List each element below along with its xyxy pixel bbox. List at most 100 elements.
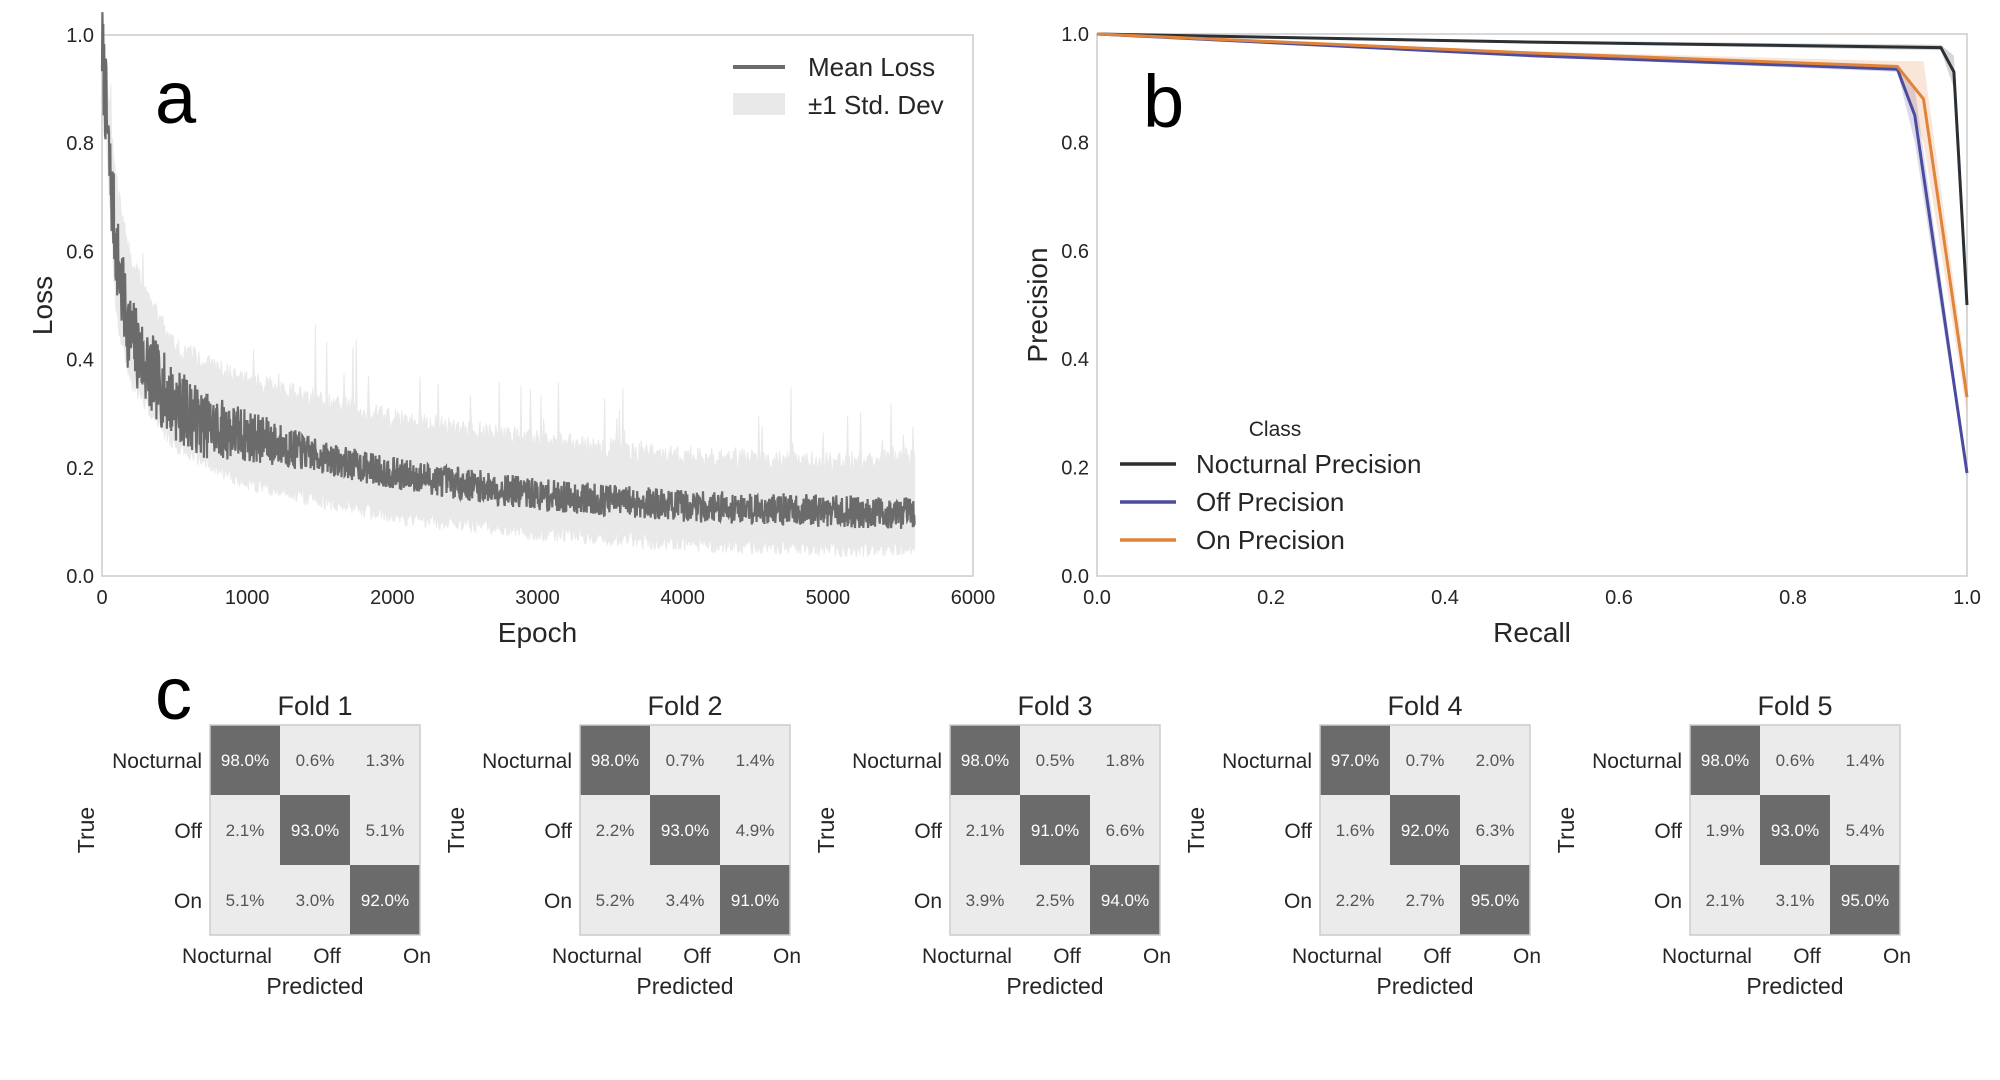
confusion-cell: [1020, 795, 1090, 865]
loss-y-tick-label: 0.0: [66, 566, 94, 588]
predicted-class-label: Off: [313, 945, 341, 968]
pr-x-tick-label: 0.8: [1779, 587, 1807, 609]
true-axis-label: True: [813, 807, 839, 853]
confusion-cell-value: 2.2%: [1336, 891, 1375, 910]
confusion-cell: [1090, 725, 1160, 795]
loss-y-tick-label: 0.2: [66, 458, 94, 480]
confusion-cell-value: 2.5%: [1036, 891, 1075, 910]
panel-label-a: a: [155, 56, 197, 139]
predicted-class-label: On: [773, 945, 801, 968]
loss-x-axis-label: Epoch: [498, 617, 577, 648]
true-class-label: Nocturnal: [1592, 750, 1682, 773]
confusion-cell: [210, 865, 280, 935]
legend-std-dev-label: ±1 Std. Dev: [808, 90, 944, 120]
loss-chart: 0 1000 2000 3000 4000 5000 6000 0.0 0.2 0.4 0.6 0.8…: [27, 12, 995, 648]
confusion-cell: [650, 795, 720, 865]
confusion-cell-value: 5.1%: [226, 891, 265, 910]
confusion-cell: [580, 865, 650, 935]
confusion-cell: [1760, 865, 1830, 935]
predicted-class-label: Nocturnal: [1662, 945, 1752, 968]
pr-x-tick-label: 1.0: [1953, 587, 1981, 609]
confusion-cell-value: 2.2%: [596, 821, 635, 840]
pr-x-tick-label: 0.0: [1083, 587, 1111, 609]
loss-x-tick-label: 0: [96, 587, 107, 609]
pr-legend-title: Class: [1249, 418, 1302, 441]
confusion-cell-value: 0.7%: [666, 751, 705, 770]
confusion-cell-value: 6.3%: [1476, 821, 1515, 840]
panel-label-b: b: [1143, 60, 1184, 143]
confusion-cell: [1320, 725, 1390, 795]
fold-title: Fold 4: [1387, 691, 1462, 721]
pr-line-on: [1096, 32, 1969, 398]
pr-y-tick-label: 1.0: [1061, 24, 1089, 46]
confusion-matrix-fold-2: Fold 2 98.0% 0.7% 1.4% 2.2% 93.0% 4.9% 5.2% 3.4%…: [443, 691, 801, 999]
pr-legend-label: Off Precision: [1196, 487, 1344, 517]
confusion-frame: [209, 724, 421, 936]
pr-x-tick-label: 0.6: [1605, 587, 1633, 609]
confusion-cell: [1830, 865, 1900, 935]
confusion-cell: [1090, 795, 1160, 865]
pr-band-on: [1097, 34, 1967, 414]
confusion-cell-value: 95.0%: [1471, 891, 1519, 910]
confusion-matrix-fold-5: Fold 5 98.0% 0.6% 1.4% 1.9% 93.0% 5.4% 2.1% 3.1%…: [1553, 691, 1911, 999]
true-class-label: Nocturnal: [852, 750, 942, 773]
confusion-cell-value: 1.4%: [736, 751, 775, 770]
confusion-cell: [650, 725, 720, 795]
loss-y-tick-label: 0.8: [66, 133, 94, 155]
loss-x-tick-label: 4000: [660, 587, 705, 609]
pr-legend: Class Nocturnal Precision Off Precision On …: [1120, 418, 1421, 555]
fold-title: Fold 1: [277, 691, 352, 721]
confusion-cell-value: 0.5%: [1036, 751, 1075, 770]
pr-x-tick-label: 0.2: [1257, 587, 1285, 609]
confusion-cell-value: 5.2%: [596, 891, 635, 910]
confusion-cell-value: 98.0%: [1701, 751, 1749, 770]
true-class-label: Nocturnal: [482, 750, 572, 773]
loss-plot-frame: [101, 34, 974, 577]
confusion-cell-value: 2.1%: [966, 821, 1005, 840]
confusion-cell: [720, 865, 790, 935]
loss-y-tick-label: 1.0: [66, 25, 94, 47]
predicted-axis-label: Predicted: [1746, 973, 1843, 999]
confusion-cell-value: 93.0%: [291, 821, 339, 840]
confusion-cell-value: 94.0%: [1101, 891, 1149, 910]
confusion-cell: [580, 795, 650, 865]
confusion-cell: [1390, 725, 1460, 795]
pr-band-off: [1097, 34, 1967, 479]
confusion-cell-value: 1.6%: [1336, 821, 1375, 840]
confusion-cell: [280, 795, 350, 865]
confusion-cell: [1020, 725, 1090, 795]
confusion-cell-value: 0.7%: [1406, 751, 1445, 770]
true-class-label: Nocturnal: [1222, 750, 1312, 773]
confusion-matrix-fold-1: Fold 1 98.0% 0.6% 1.3% 2.1% 93.0% 5.1% 5.1% 3.0%…: [73, 691, 431, 999]
predicted-axis-label: Predicted: [1376, 973, 1473, 999]
pr-y-tick-label: 0.8: [1061, 132, 1089, 154]
confusion-cell-value: 4.9%: [736, 821, 775, 840]
confusion-cell-value: 2.1%: [1706, 891, 1745, 910]
confusion-cell: [1830, 795, 1900, 865]
confusion-cell-value: 91.0%: [731, 891, 779, 910]
loss-y-axis-label: Loss: [27, 276, 58, 335]
confusion-frame: [579, 724, 791, 936]
predicted-axis-label: Predicted: [1006, 973, 1103, 999]
loss-x-tick-label: 2000: [370, 587, 415, 609]
predicted-class-label: Off: [1793, 945, 1821, 968]
true-class-label: Off: [1284, 820, 1312, 843]
confusion-cell-value: 5.4%: [1846, 821, 1885, 840]
confusion-cell-value: 3.9%: [966, 891, 1005, 910]
loss-x-tick-label: 6000: [951, 587, 996, 609]
confusion-cell: [1690, 865, 1760, 935]
confusion-cell: [350, 725, 420, 795]
confusion-cell-value: 93.0%: [661, 821, 709, 840]
legend-std-dev-swatch: [733, 93, 785, 115]
pr-y-tick-label: 0.6: [1061, 241, 1089, 263]
confusion-cell: [1460, 865, 1530, 935]
true-class-label: Off: [174, 820, 202, 843]
pr-line-off: [1096, 32, 1969, 474]
confusion-cell: [1090, 865, 1160, 935]
predicted-axis-label: Predicted: [266, 973, 363, 999]
confusion-cell: [1760, 795, 1830, 865]
true-class-label: Off: [914, 820, 942, 843]
confusion-cell: [580, 725, 650, 795]
loss-mean-line: [100, 12, 916, 529]
confusion-cell-value: 1.8%: [1106, 751, 1145, 770]
